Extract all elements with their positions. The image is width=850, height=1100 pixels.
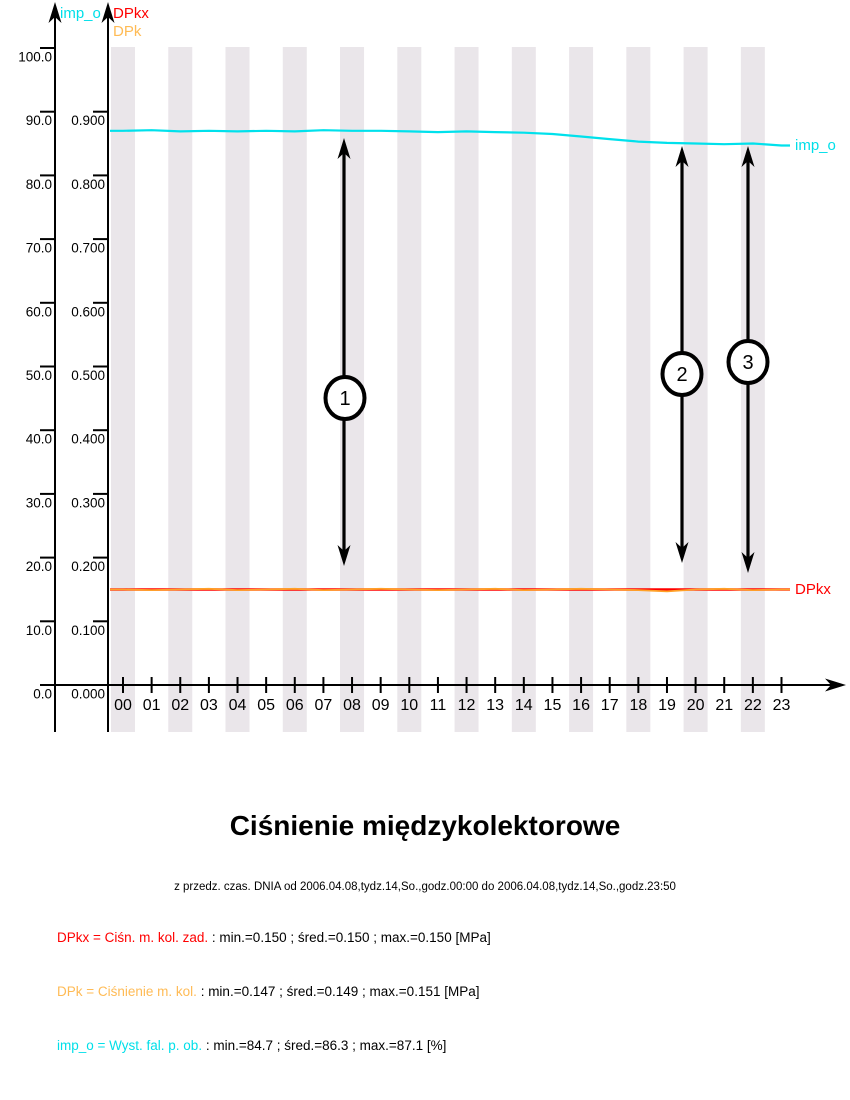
second-tick-label: 0.100: [71, 623, 105, 638]
hour-label: 12: [458, 697, 476, 714]
left-tick-label: 100.0: [18, 50, 52, 65]
chart-title: Ciśnienie międzykolektorowe: [229, 810, 621, 841]
second-tick-label: 0.500: [71, 368, 105, 383]
left-tick-label: 60.0: [26, 304, 52, 319]
legend-series-label: imp_o = Wyst. fal. p. ob.: [57, 1038, 203, 1053]
even-hour-band: [225, 47, 250, 732]
annotation-number-3: 3: [742, 352, 753, 374]
even-hour-band: [397, 47, 422, 732]
legend-row-dpk: DPk = Ciśnienie m. kol. : min.=0.147 ; ś…: [57, 984, 479, 999]
hour-label: 18: [629, 697, 647, 714]
second-tick-label: 0.200: [71, 559, 105, 574]
annotation-circle-2: [660, 351, 704, 397]
hour-label: 07: [315, 697, 333, 714]
annotation-arrowhead-down-icon: [741, 552, 755, 573]
chart-subtitle: z przedz. czas. DNIA od 2006.04.08,tydz.…: [174, 881, 676, 893]
hour-label: 22: [744, 697, 762, 714]
legend-series-stats: : min.=84.7 ; śred.=86.3 ; max.=87.1 [%]: [202, 1038, 447, 1053]
left-tick-label: 40.0: [26, 432, 52, 447]
hour-label: 01: [143, 697, 161, 714]
annotation-arrowhead-up-icon: [675, 146, 689, 167]
x-axis-arrow-icon: [825, 678, 846, 692]
hour-label: 13: [486, 697, 504, 714]
legend-row-impo: imp_o = Wyst. fal. p. ob. : min.=84.7 ; …: [57, 1038, 446, 1053]
second-tick-label: 0.000: [71, 687, 105, 702]
hour-label: 08: [343, 697, 361, 714]
hour-label: 23: [773, 697, 791, 714]
hour-label: 09: [372, 697, 390, 714]
second-axis-arrow-icon: [101, 2, 115, 23]
legend-series-stats: : min.=0.150 ; śred.=0.150 ; max.=0.150 …: [208, 930, 491, 945]
hour-label: 10: [400, 697, 418, 714]
even-hour-band: [740, 47, 765, 732]
hour-label: 00: [114, 697, 132, 714]
annotation-number-1: 1: [339, 388, 350, 410]
hour-label: 11: [430, 697, 447, 714]
left-tick-label: 20.0: [26, 559, 52, 574]
left-tick-label: 30.0: [26, 495, 52, 510]
left-tick-label: 0.0: [33, 687, 52, 702]
annotation-circle-3: [726, 339, 770, 385]
legend-row-dpkx: DPkx = Ciśn. m. kol. zad. : min.=0.150 ;…: [57, 930, 491, 945]
pressure-trend-chart: 0.0 10.0 20.0 30.0 40.0 50.0 60.0 70.0 80.0 90.0 1…: [18, 2, 846, 732]
hour-label: 02: [171, 697, 189, 714]
second-tick-label: 0.300: [71, 495, 105, 510]
hour-label: 16: [572, 697, 590, 714]
legend-series-stats: : min.=0.147 ; śred.=0.149 ; max.=0.151 …: [196, 984, 480, 999]
annotation-arrowhead-down-icon: [337, 545, 351, 566]
hour-label: 21: [715, 697, 733, 714]
second-axis-title-dpk: DPk: [113, 23, 142, 40]
hour-label: 17: [601, 697, 619, 714]
left-tick-label: 70.0: [26, 241, 52, 256]
hour-label: 20: [687, 697, 705, 714]
series-line-imp_o: [110, 129, 790, 147]
even-hour-band: [454, 47, 479, 732]
left-tick-label: 90.0: [26, 113, 52, 128]
even-hour-band: [168, 47, 193, 732]
series-line-DPk: [110, 587, 790, 593]
hour-label: 19: [658, 697, 676, 714]
legend-series-label: DPk = Ciśnienie m. kol.: [57, 984, 197, 999]
annotation-number-2: 2: [676, 364, 687, 386]
left-tick-label: 50.0: [26, 368, 52, 383]
hour-label: 05: [257, 697, 275, 714]
even-hour-band: [626, 47, 651, 732]
annotation-circle-1: [323, 375, 367, 421]
series-end-label-DPkx: DPkx: [795, 581, 831, 598]
left-axis-title: imp_o: [60, 5, 101, 22]
left-tick-label: 80.0: [26, 177, 52, 192]
legend-series-label: DPkx = Ciśn. m. kol. zad.: [57, 930, 209, 945]
second-tick-label: 0.900: [71, 113, 105, 128]
second-tick-label: 0.700: [71, 241, 105, 256]
second-tick-label: 0.600: [71, 304, 105, 319]
annotation-arrowhead-down-icon: [675, 542, 689, 563]
second-axis-title-dpkx: DPkx: [113, 5, 149, 22]
annotation-arrowhead-up-icon: [337, 138, 351, 159]
hour-label: 06: [286, 697, 304, 714]
even-hour-band: [282, 47, 307, 732]
hour-label: 03: [200, 697, 218, 714]
left-tick-label: 10.0: [26, 623, 52, 638]
series-end-label-imp_o: imp_o: [795, 137, 836, 154]
even-hour-band: [511, 47, 536, 732]
even-hour-band: [111, 47, 135, 732]
hour-label: 04: [229, 697, 247, 714]
second-tick-label: 0.400: [71, 432, 105, 447]
annotation-arrowhead-up-icon: [741, 146, 755, 167]
hour-label: 15: [544, 697, 562, 714]
left-axis-arrow-icon: [48, 2, 62, 23]
even-hour-band: [569, 47, 594, 732]
second-tick-label: 0.800: [71, 177, 105, 192]
hour-label: 14: [515, 697, 533, 714]
